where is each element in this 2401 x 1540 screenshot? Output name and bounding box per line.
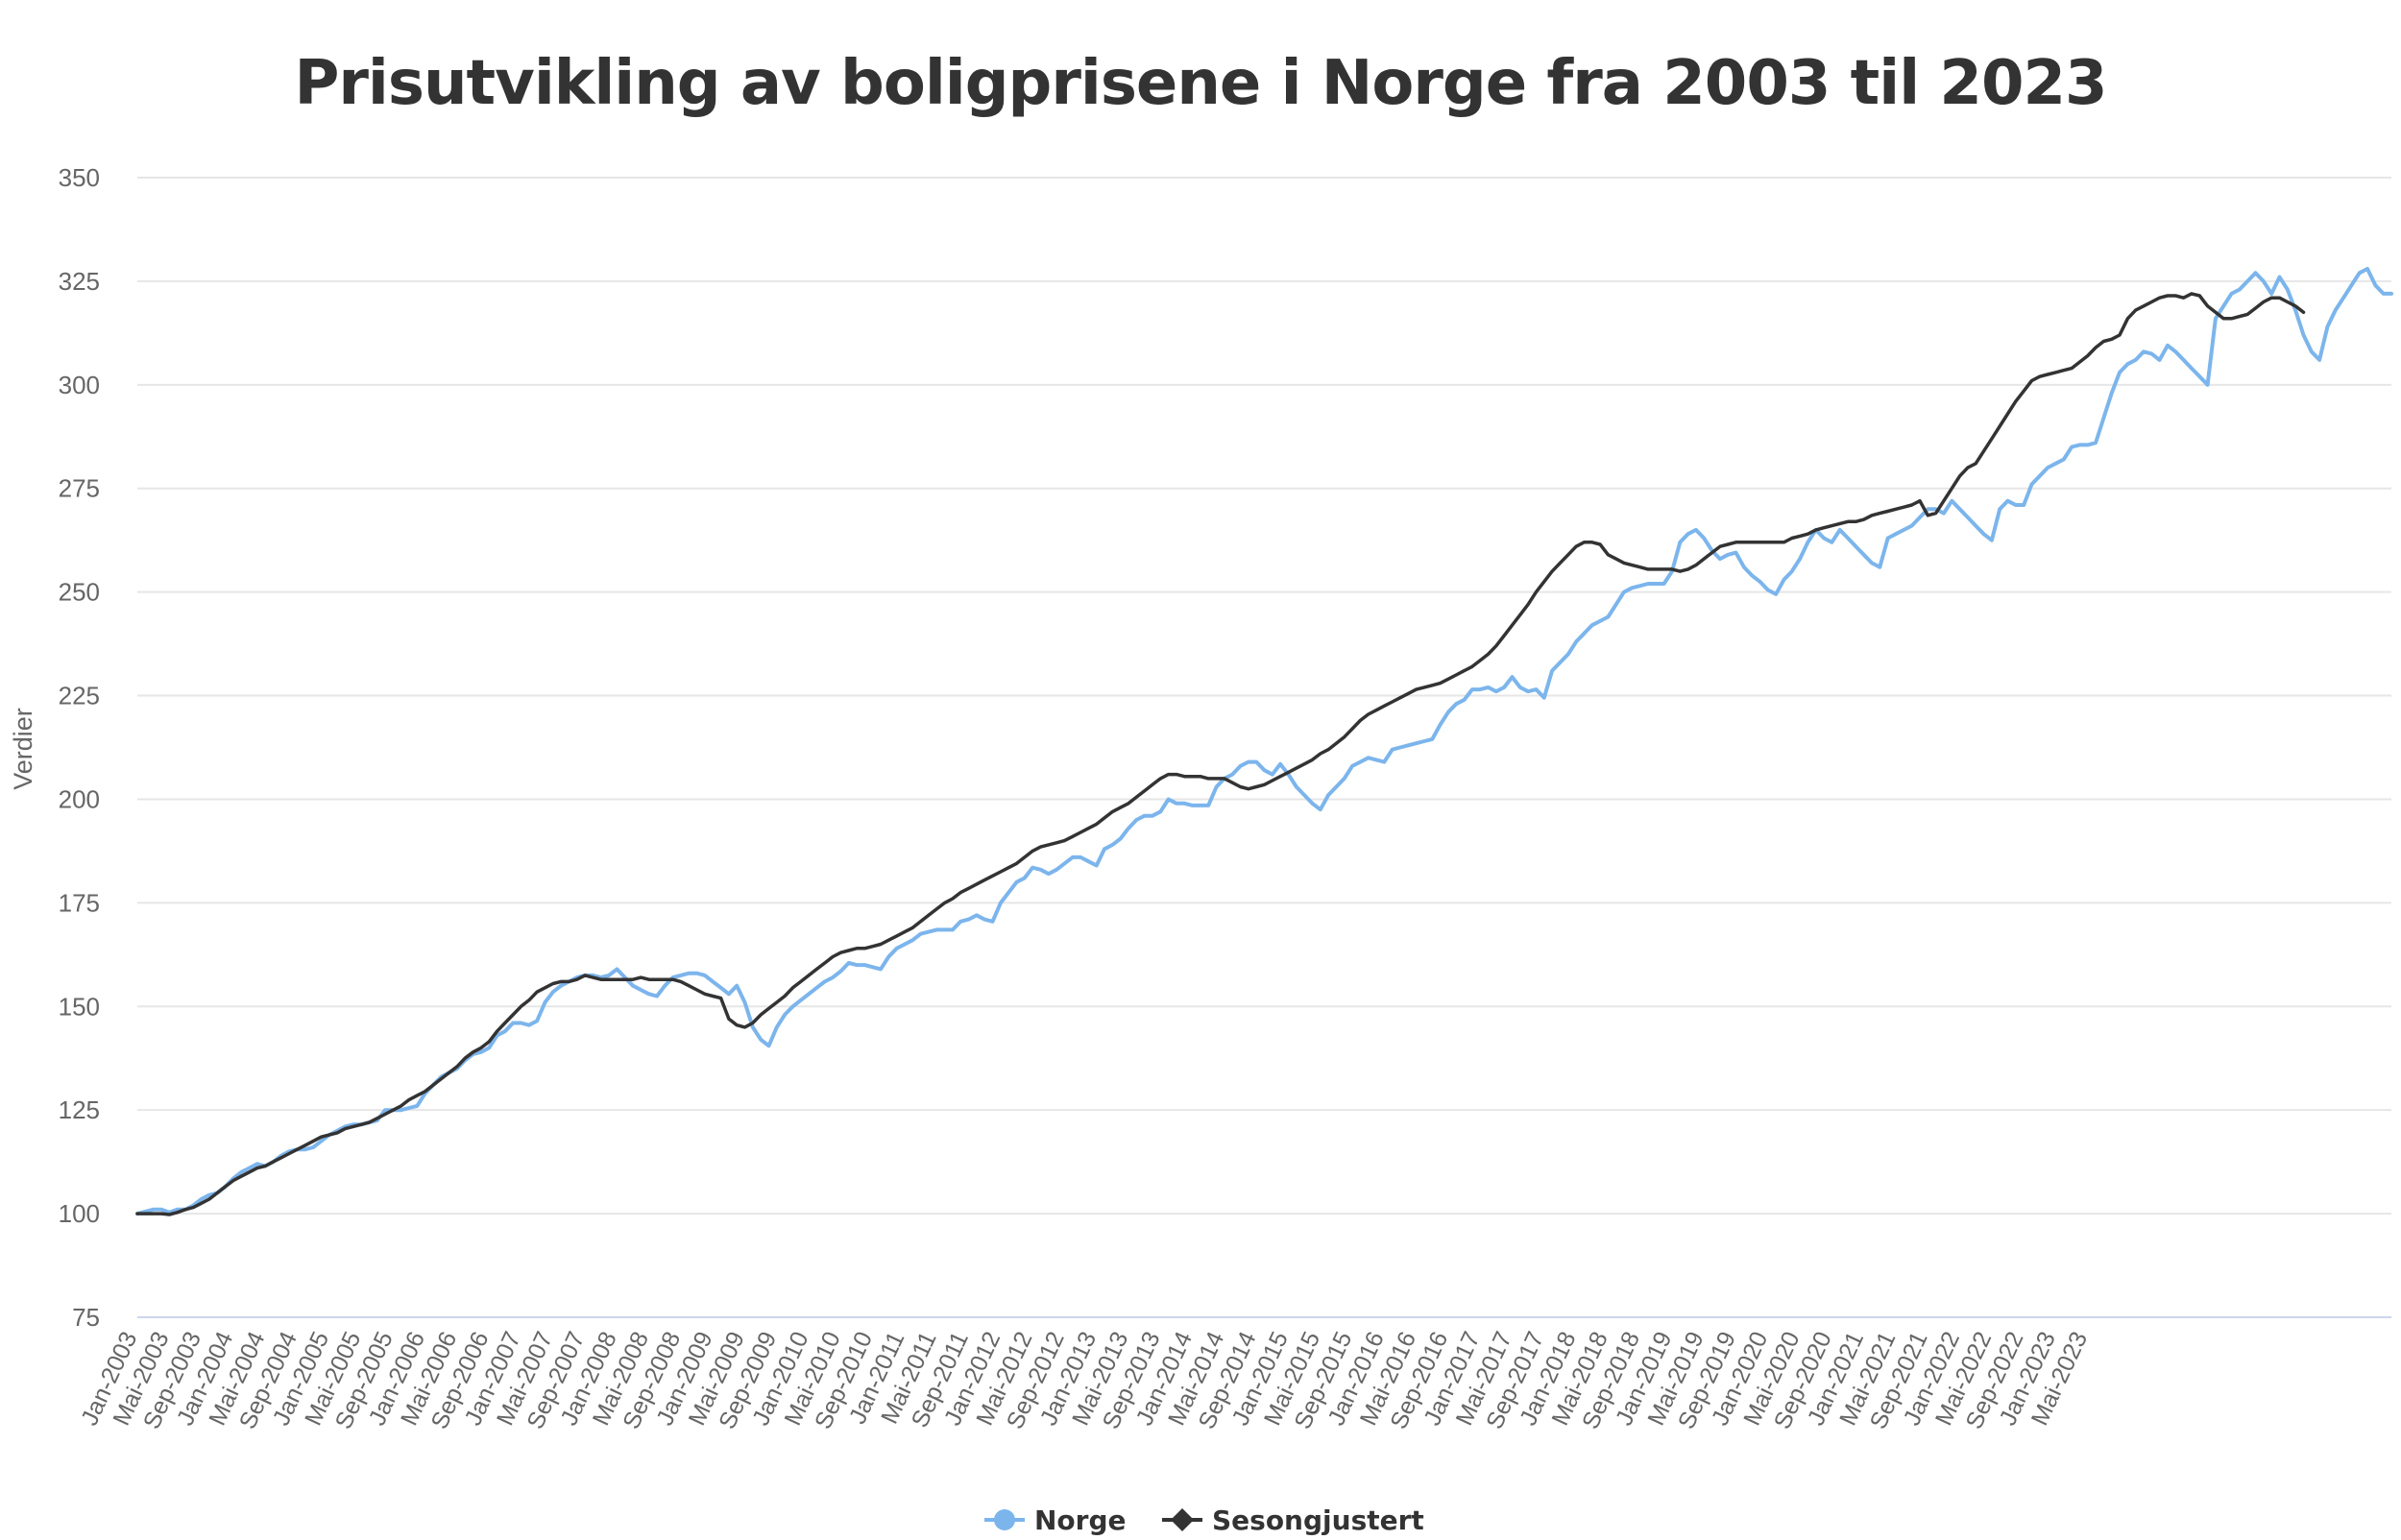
- series-lines: [135, 267, 2393, 1216]
- legend-item-norge[interactable]: Norge: [984, 1504, 1127, 1536]
- series-line-norge: [135, 267, 2393, 1216]
- y-axis-title: Verdier: [9, 708, 37, 790]
- y-tick-label: 175: [59, 888, 100, 917]
- x-axis: Jan-2003Mai-2003Sep-2003Jan-2004Mai-2004…: [76, 1328, 2093, 1433]
- y-axis: 75 100 125 150 175 200 225 250 275 300 325 350: [59, 163, 100, 1332]
- y-tick-label: 125: [59, 1095, 100, 1124]
- y-tick-label: 325: [59, 267, 100, 296]
- y-tick-label: 275: [59, 474, 100, 503]
- series-line-sesongjustert: [135, 292, 2306, 1216]
- legend: Norge Sesongjustert: [984, 1504, 1424, 1536]
- y-tick-label: 350: [59, 163, 100, 192]
- legend-label: Norge: [1034, 1504, 1127, 1536]
- legend-label: Sesongjustert: [1212, 1504, 1424, 1536]
- y-tick-label: 100: [59, 1199, 100, 1228]
- y-tick-label: 250: [59, 578, 100, 607]
- y-tick-label: 300: [59, 371, 100, 399]
- y-tick-label: 150: [59, 992, 100, 1021]
- legend-marker-diamond: [1171, 1508, 1194, 1531]
- chart-title: Prisutvikling av boligprisene i Norge fr…: [294, 48, 2107, 119]
- legend-marker-circle: [994, 1509, 1015, 1530]
- gridlines: [137, 177, 2391, 1318]
- legend-item-sesongjustert[interactable]: Sesongjustert: [1162, 1504, 1424, 1536]
- y-tick-label: 75: [72, 1303, 100, 1332]
- y-tick-label: 200: [59, 784, 100, 813]
- y-tick-label: 225: [59, 682, 100, 710]
